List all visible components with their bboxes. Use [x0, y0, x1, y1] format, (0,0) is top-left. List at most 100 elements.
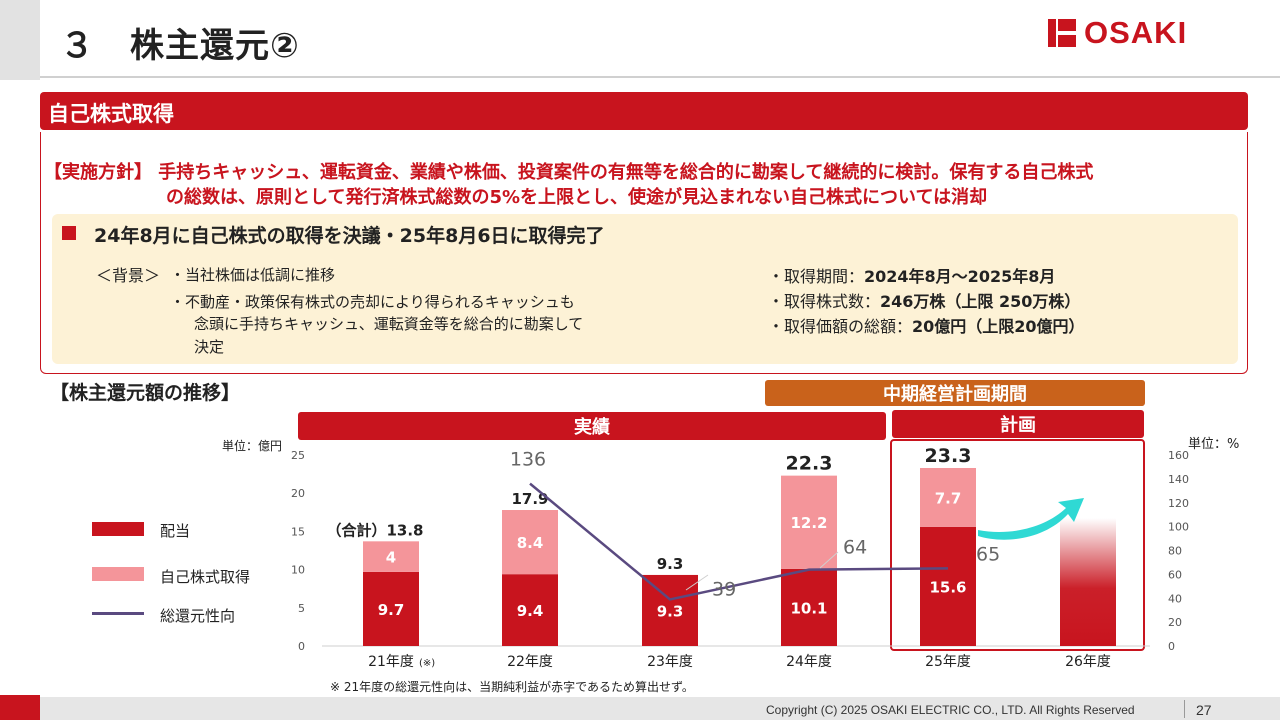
buyback-bar: [363, 541, 419, 572]
ratio-label-leader: [819, 551, 839, 569]
x-axis-tick: 23年度: [647, 654, 693, 670]
buyback-data-label: 12.2: [790, 514, 827, 532]
ratio-data-label: 65: [976, 543, 1000, 565]
dividend-data-label: 10.1: [790, 599, 827, 617]
right-axis-tick: 40: [1168, 592, 1182, 605]
policy-text-line1: 【実施方針】 手持ちキャッシュ、運転資金、業績や株価、投資案件の有無等を総合的に…: [44, 162, 1094, 183]
dividend-bar: [642, 574, 698, 646]
title-divider: [40, 76, 1280, 78]
legend-dividend-label: 配当: [160, 522, 191, 540]
x-axis-tick: 25年度: [925, 654, 971, 670]
plan-band: 計画: [892, 410, 1144, 438]
policy-box: [40, 132, 1248, 374]
left-axis-tick: 0: [298, 640, 305, 653]
ratio-data-label: 64: [843, 537, 867, 559]
right-axis-tick: 60: [1168, 568, 1182, 581]
page-number: 27: [1196, 702, 1212, 718]
actual-band: 実績: [298, 412, 886, 440]
dividend-data-label: 9.3: [657, 602, 684, 620]
left-axis-tick: 25: [291, 449, 305, 462]
background-label: ＜背景＞: [96, 266, 161, 285]
logo-mark-icon: [1048, 19, 1076, 47]
dividend-data-label: 9.4: [517, 602, 544, 620]
right-axis-unit: 単位：%: [1188, 437, 1240, 452]
left-axis-tick: 5: [298, 602, 305, 615]
right-axis-tick: 20: [1168, 616, 1182, 629]
footer-bar: [40, 697, 1280, 720]
fact-label: ・取得価額の総額：: [768, 317, 913, 336]
header-accent: [0, 0, 40, 80]
right-axis-tick: 120: [1168, 497, 1189, 510]
buyback-headline: 24年8月に自己株式の取得を決議・25年8月6日に取得完了: [94, 225, 605, 247]
buyback-bar: [781, 475, 837, 569]
logo-text: OSAKI: [1084, 15, 1188, 50]
total-data-label: （合計）13.8: [326, 521, 423, 539]
right-axis-tick: 0: [1168, 640, 1175, 653]
background-item: ・当社株価は低調に推移: [170, 266, 336, 284]
dividend-data-label: 15.6: [929, 578, 966, 596]
total-data-label: 23.3: [925, 445, 972, 467]
dividend-bar: [502, 574, 558, 646]
fact-value: 2024年8月～2025年8月: [864, 267, 1056, 286]
legend-ratio-label: 総還元性向: [160, 607, 236, 625]
fact-acquisition-period: ・取得期間：2024年8月～2025年8月: [768, 263, 1055, 287]
right-axis-tick: 160: [1168, 449, 1189, 462]
dividend-bar: [920, 526, 976, 646]
x-axis-tick: 24年度: [786, 654, 832, 670]
company-logo: OSAKI: [1048, 15, 1188, 50]
ratio-data-label: 39: [712, 578, 736, 600]
fact-value: 246万株（上限 250万株）: [880, 292, 1081, 311]
right-axis-tick: 100: [1168, 521, 1189, 534]
planned-bar: [1060, 518, 1116, 646]
plan-period-frame: [890, 439, 1145, 651]
left-axis-tick: 15: [291, 525, 305, 538]
legend-buyback-label: 自己株式取得: [160, 568, 251, 586]
page-title: ３ 株主還元②: [60, 26, 300, 66]
background-item: 念頭に手持ちキャッシュ、運転資金等を総合的に勘案して: [194, 315, 584, 333]
fact-total-amount: ・取得価額の総額：20億円（上限20億円）: [768, 313, 1085, 337]
chart-footnote: ※ 21年度の総還元性向は、当期純利益が赤字であるため算出せず。: [330, 680, 694, 694]
footer-accent: [0, 695, 40, 720]
copyright-text: Copyright (C) 2025 OSAKI ELECTRIC CO., L…: [766, 703, 1135, 717]
x-axis-tick: 26年度: [1065, 654, 1111, 670]
right-axis-tick: 80: [1168, 545, 1182, 558]
left-axis-tick: 20: [291, 487, 305, 500]
x-axis-tick: 21年度: [368, 654, 414, 670]
buyback-data-label: 7.7: [935, 489, 962, 507]
policy-text-line2: の総数は、原則として発行済株式総数の5%を上限とし、使途が見込まれない自己株式に…: [166, 187, 988, 208]
left-axis-tick: 10: [291, 564, 305, 577]
legend-buyback-swatch: [92, 567, 144, 581]
background-item: ・不動産・政策保有株式の売却により得られるキャッシュも: [170, 293, 575, 311]
x-axis-tick: 22年度: [507, 654, 553, 670]
fact-label: ・取得株式数：: [768, 292, 881, 311]
legend-ratio-line: [92, 612, 144, 615]
dividend-data-label: 9.7: [378, 601, 405, 619]
total-data-label: 17.9: [511, 490, 548, 508]
fact-shares-acquired: ・取得株式数：246万株（上限 250万株）: [768, 288, 1080, 312]
mid-term-plan-band: 中期経営計画期間: [765, 380, 1145, 406]
left-axis-unit: 単位：億円: [222, 439, 283, 453]
total-data-label: 22.3: [786, 453, 833, 475]
section-title: 自己株式取得: [48, 102, 174, 126]
legend-dividend-swatch: [92, 522, 144, 536]
dividend-bar: [781, 568, 837, 646]
buyback-summary-panel: [52, 214, 1238, 364]
ratio-line: [529, 482, 949, 601]
total-data-label: 9.3: [657, 555, 684, 573]
buyback-bar: [502, 510, 558, 575]
ratio-data-label: 136: [510, 449, 546, 471]
bullet-square-icon: [62, 226, 76, 240]
dividend-bar: [363, 571, 419, 646]
growth-arrow-icon: [978, 498, 1084, 540]
buyback-data-label: 4: [386, 549, 396, 567]
footer-separator: [1184, 700, 1185, 718]
fact-value: 20億円（上限20億円）: [912, 317, 1085, 336]
section-header-bar: [40, 92, 1248, 130]
buyback-bar: [920, 467, 976, 527]
trend-title: 【株主還元額の推移】: [50, 382, 241, 404]
background-item: 決定: [194, 338, 225, 356]
ratio-label-leader: [685, 574, 709, 591]
right-axis-tick: 140: [1168, 473, 1189, 486]
fact-label: ・取得期間：: [768, 267, 865, 286]
